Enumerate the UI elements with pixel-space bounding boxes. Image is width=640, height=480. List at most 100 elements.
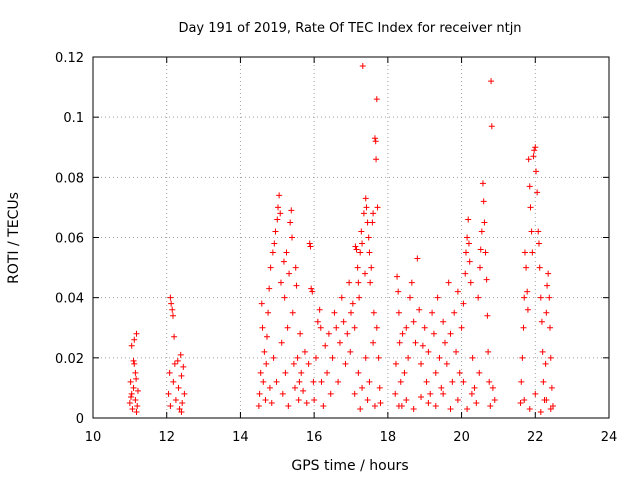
x-axis-label: GPS time / hours xyxy=(291,458,408,474)
data-point xyxy=(174,357,181,364)
data-point xyxy=(349,300,356,307)
data-point xyxy=(418,393,425,400)
data-point xyxy=(408,279,415,286)
data-point xyxy=(549,402,556,409)
data-point xyxy=(290,360,297,367)
data-point xyxy=(419,342,426,349)
data-point xyxy=(255,402,262,409)
data-point xyxy=(320,402,327,409)
data-point xyxy=(171,360,178,367)
data-point xyxy=(486,378,493,385)
y-tick-label: 0.1 xyxy=(63,111,84,126)
data-point xyxy=(430,330,437,337)
data-point xyxy=(289,234,296,241)
data-point xyxy=(342,360,349,367)
data-point xyxy=(277,210,284,217)
data-point xyxy=(305,360,312,367)
data-point xyxy=(134,387,141,394)
data-point xyxy=(368,264,375,271)
data-point xyxy=(131,360,138,367)
data-point xyxy=(351,324,358,331)
data-point xyxy=(440,318,447,325)
data-point xyxy=(410,405,417,412)
data-point xyxy=(537,408,544,415)
data-point xyxy=(489,384,496,391)
data-point xyxy=(488,123,495,130)
y-tick-label: 0.04 xyxy=(55,292,84,307)
data-point xyxy=(367,279,374,286)
data-point xyxy=(487,402,494,409)
data-point xyxy=(283,249,290,256)
data-point xyxy=(287,219,294,226)
data-point xyxy=(353,246,360,253)
data-point xyxy=(130,384,137,391)
data-point xyxy=(418,360,425,367)
data-point xyxy=(354,264,361,271)
data-point xyxy=(360,210,367,217)
data-point xyxy=(465,216,472,223)
x-tick-label: 24 xyxy=(601,430,618,445)
data-point xyxy=(281,294,288,301)
data-point xyxy=(271,240,278,247)
data-point xyxy=(421,324,428,331)
data-point xyxy=(257,369,264,376)
data-point xyxy=(279,390,286,397)
data-point xyxy=(167,294,174,301)
data-point xyxy=(397,378,404,385)
data-point xyxy=(178,408,185,415)
data-point xyxy=(475,294,482,301)
data-point xyxy=(314,318,321,325)
data-point xyxy=(366,378,373,385)
data-point xyxy=(177,351,184,358)
data-point xyxy=(266,384,273,391)
data-point xyxy=(532,390,539,397)
data-point xyxy=(406,294,413,301)
data-point xyxy=(260,378,267,385)
data-point xyxy=(526,405,533,412)
data-point xyxy=(355,369,362,376)
data-point xyxy=(317,324,324,331)
data-point xyxy=(267,264,274,271)
data-point xyxy=(416,306,423,313)
data-point xyxy=(544,282,551,289)
data-point xyxy=(519,354,526,361)
data-point xyxy=(266,285,273,292)
data-point xyxy=(539,348,546,355)
data-point xyxy=(376,384,383,391)
data-point xyxy=(298,369,305,376)
data-point xyxy=(526,183,533,190)
data-point xyxy=(524,306,531,313)
data-point xyxy=(180,363,187,370)
data-point xyxy=(344,330,351,337)
data-point xyxy=(324,369,331,376)
data-point xyxy=(167,402,174,409)
data-point xyxy=(370,210,377,217)
data-point xyxy=(530,153,537,160)
data-point xyxy=(482,249,489,256)
data-point xyxy=(440,390,447,397)
data-point xyxy=(168,300,175,307)
data-point xyxy=(309,288,316,295)
data-point xyxy=(274,216,281,223)
data-point xyxy=(128,390,135,397)
data-point xyxy=(256,390,263,397)
data-point xyxy=(335,378,342,385)
data-point xyxy=(263,333,270,340)
data-point xyxy=(462,270,469,277)
data-point xyxy=(297,330,304,337)
data-point xyxy=(333,324,340,331)
data-point xyxy=(276,192,283,199)
data-point xyxy=(294,354,301,361)
data-point xyxy=(375,354,382,361)
data-point xyxy=(133,408,140,415)
data-point xyxy=(126,399,133,406)
data-point xyxy=(289,309,296,316)
data-point xyxy=(403,324,410,331)
y-tick-label: 0.06 xyxy=(55,232,84,247)
data-point xyxy=(171,333,178,340)
data-point xyxy=(395,402,402,409)
data-point xyxy=(373,96,380,103)
data-point xyxy=(425,348,432,355)
data-point xyxy=(362,354,369,361)
